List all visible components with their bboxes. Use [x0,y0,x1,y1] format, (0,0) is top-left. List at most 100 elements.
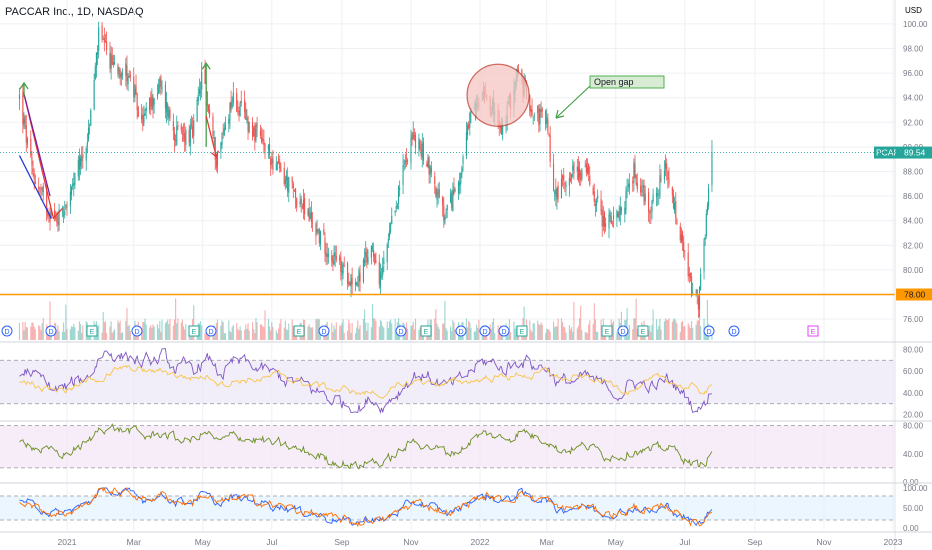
dividend-marker[interactable] [617,325,629,337]
earnings-marker[interactable] [293,325,305,337]
volume-bar [184,329,186,340]
dividend-marker[interactable] [498,325,510,337]
volume-bar [176,323,178,340]
volume-bar [22,322,24,340]
volume-bar [390,319,392,340]
purple-trend-line[interactable] [23,93,51,197]
gap-pointer-arrow[interactable] [555,85,591,119]
volume-bar [327,328,329,340]
volume-bar [564,327,566,340]
candle-body [659,175,661,196]
earnings-marker[interactable] [188,325,200,337]
volume-bar [370,327,372,340]
candle-body [279,161,281,169]
candle-body [421,143,423,158]
volume-bar [350,332,352,340]
candle-body [104,41,107,43]
volume-bar [509,332,512,340]
candle-body [214,137,216,160]
red-trend-line[interactable] [23,93,63,220]
candle-body [457,181,460,194]
earnings-marker[interactable] [86,325,98,337]
candle-body [188,129,190,143]
candle-body [259,130,262,136]
candle-body [628,183,630,189]
candle-body [388,231,391,237]
green-up-arrow-may[interactable] [201,62,211,147]
dividend-marker[interactable] [703,325,715,337]
volume-bar [332,332,334,340]
candle-body [275,163,277,171]
dividend-marker[interactable] [728,325,740,337]
earnings-marker[interactable] [637,325,649,337]
volume-bar [40,330,42,340]
earnings-marker[interactable] [601,325,613,337]
dividend-marker[interactable] [1,325,13,337]
dividend-marker[interactable] [45,325,57,337]
candle-body [98,26,100,52]
candle-body [420,150,422,157]
earnings-marker[interactable] [516,325,528,337]
dividend-marker[interactable] [455,325,467,337]
rsi-line[interactable] [19,348,712,415]
support-tag-text: 78.00 [904,290,926,300]
volume-bar [684,325,686,340]
volume-bar [288,323,290,340]
rsi-pane[interactable]: 80.00 60.00 40.00 20.00 [0,345,924,420]
volume-bar [557,318,559,340]
candle-body [190,124,193,127]
candle-body [109,52,111,69]
stoch-d-line[interactable] [19,487,713,528]
volume-bar [127,325,129,340]
candle-body [58,209,60,226]
candle-body [382,266,384,276]
candle-body [692,292,694,294]
oscillator-line[interactable] [19,423,713,470]
candle-body [237,111,239,113]
volume-bar [359,325,361,340]
dividend-marker[interactable] [131,325,143,337]
price-tag-text: 89.54 [904,148,926,158]
volume-bar [541,324,543,340]
blue-trend-line[interactable] [18,155,52,219]
candle-body [197,94,199,102]
green-up-arrow-left[interactable] [19,81,29,97]
stoch-k-line[interactable] [19,487,713,527]
volume-bar [532,323,534,340]
candle-body [168,109,170,119]
candle-body [304,197,306,215]
rsi-signal-line[interactable] [19,365,713,399]
candle-body [316,229,318,233]
volume-bar [117,320,119,340]
candle-body [569,178,572,181]
candle-body [224,124,226,131]
volume-bar [657,329,659,340]
candle-body [610,216,612,224]
dividend-marker[interactable] [318,325,330,337]
candle-body [626,189,628,191]
dividend-marker-letter: D [4,329,9,336]
candle-body [674,202,676,211]
stochastic-pane[interactable]: 100.00 50.00 0.00 [0,484,928,533]
earnings-marker[interactable] [420,325,432,337]
note-box[interactable] [589,75,665,89]
volume-bar [351,322,353,340]
earnings-marker[interactable] [807,325,819,337]
gap-highlight-circle[interactable] [466,63,530,127]
dividend-marker[interactable] [395,325,407,337]
red-down-arrow-may[interactable] [205,115,219,158]
volume-bar [348,319,350,340]
volume-bar [156,324,159,340]
volume-bar [649,325,651,340]
candle-body [390,224,392,232]
candle-body [193,120,195,136]
dividend-marker[interactable] [479,325,491,337]
candle-body [80,158,82,167]
volume-bar [494,333,496,340]
pane-separators[interactable] [0,341,932,533]
volume-bar [697,320,699,340]
dividend-marker[interactable] [205,325,217,337]
candle-body [95,52,97,67]
